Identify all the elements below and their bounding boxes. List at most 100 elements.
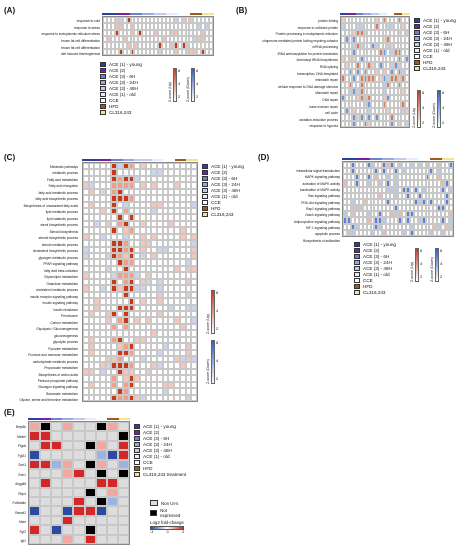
heatmap-cell [150,17,155,24]
heatmap-cell [139,182,146,189]
heatmap-cell [341,49,345,56]
colorbar-up-ticks: 6 4 2 [419,248,425,282]
heatmap-cell [191,201,197,209]
heatmap-cell [105,265,112,273]
heatmap-cell [117,336,123,344]
heatmap-cell [100,330,106,337]
heatmap-cell [209,17,213,24]
heatmap-cell [191,259,197,266]
legend-swatch [354,242,360,247]
heatmap-cell [51,440,63,451]
heatmap-cell [157,259,163,266]
heatmap-cell [174,381,180,389]
colorbar-down-gradient [435,248,439,282]
legend-swatch [134,436,140,441]
legend-swatch [100,80,106,85]
heatmap-cell [168,240,175,247]
heatmap-cell [118,42,123,49]
heatmap-cell [179,233,186,241]
heatmap-cell [179,304,186,311]
heatmap-cell [352,120,357,127]
row-label: fatty acid beta-oxidation [44,268,78,273]
heatmap-cell [151,246,158,254]
heatmap-cell [151,272,158,279]
heatmap-cell [110,23,115,30]
heatmap-cell [111,220,118,228]
heatmap-cell [378,186,383,193]
heatmap-cell [441,223,446,230]
heatmap-cell [209,36,213,43]
row-label: Metabolic pathways [50,165,78,169]
heatmap-cell [185,310,192,318]
heatmap-cell [354,229,359,236]
heatmap-cell [374,186,379,193]
heatmap-cell [366,223,371,230]
heatmap-cell [122,23,127,30]
row-label: Propanoate metabolism [44,366,78,371]
heatmap-cell [191,291,197,299]
heatmap-cell [94,343,101,350]
heatmap-cell [405,62,409,69]
heatmap-cell [367,114,372,121]
heatmap-cell [433,174,438,181]
heatmap-cell [344,36,349,43]
heatmap-cell [88,310,95,318]
legend-swatch [354,260,360,265]
heatmap-cell [409,174,414,181]
heatmap-cell [445,205,450,212]
heatmap-cell [83,233,89,241]
heatmap-cell [421,174,426,181]
heatmap-cell [106,36,111,43]
legend-swatch [414,30,420,35]
heatmap-cell [179,298,186,305]
heatmap-cell [40,431,52,441]
condition-marker [106,13,110,15]
heatmap-cell [40,468,52,479]
heatmap-cell [157,220,163,228]
heatmap-cell [390,75,394,82]
heatmap-cell [179,182,186,189]
heatmap-cell [103,42,107,49]
tick: 4 [196,81,199,86]
heatmap-cell [162,355,169,363]
heatmap-cell [441,180,446,187]
heatmap-cell [405,186,410,193]
heatmap-cell [433,229,438,236]
heatmap-cell [122,29,127,36]
heatmap-cell [362,223,367,230]
heatmap-cell [429,174,434,181]
heatmap-cell [145,368,152,376]
heatmap-cell [343,174,347,181]
heatmap-cell [100,169,106,176]
heatmap-cell [94,169,101,176]
heatmap-cell [378,217,383,224]
heatmap-cell [356,29,360,37]
heatmap-cell [151,182,158,189]
heatmap-cell [348,29,353,37]
colorbar-down-title: Z-score (Down) [432,103,436,128]
heatmap-cell [393,81,398,89]
heatmap-cell [118,29,123,36]
heatmap-cell [429,223,434,230]
heatmap-cell [110,17,115,24]
heatmap-cell [117,259,123,266]
heatmap-cell [354,223,359,230]
heatmap-cell [105,278,112,286]
row-label: Ramsl2 [15,510,26,515]
heatmap-cell [162,362,169,369]
heatmap-cell [344,101,349,108]
heatmap-cell [122,291,129,299]
legend-item: ACE (3) - 24H [100,80,142,85]
legend-item: ACE (1) - old [414,48,456,53]
heatmap-cell [94,240,101,247]
heatmap-cell [363,23,368,30]
heatmap-cell [174,163,180,170]
heatmap-cell [105,227,112,234]
legend-label: ACE (2) [143,430,160,435]
heatmap-cell [161,48,166,55]
heatmap-cell [344,94,349,102]
heatmap-cell [174,253,180,260]
heatmap-cell [157,253,163,260]
legend-item: ACE (1) - young [100,62,142,67]
heatmap-cell [401,223,406,230]
